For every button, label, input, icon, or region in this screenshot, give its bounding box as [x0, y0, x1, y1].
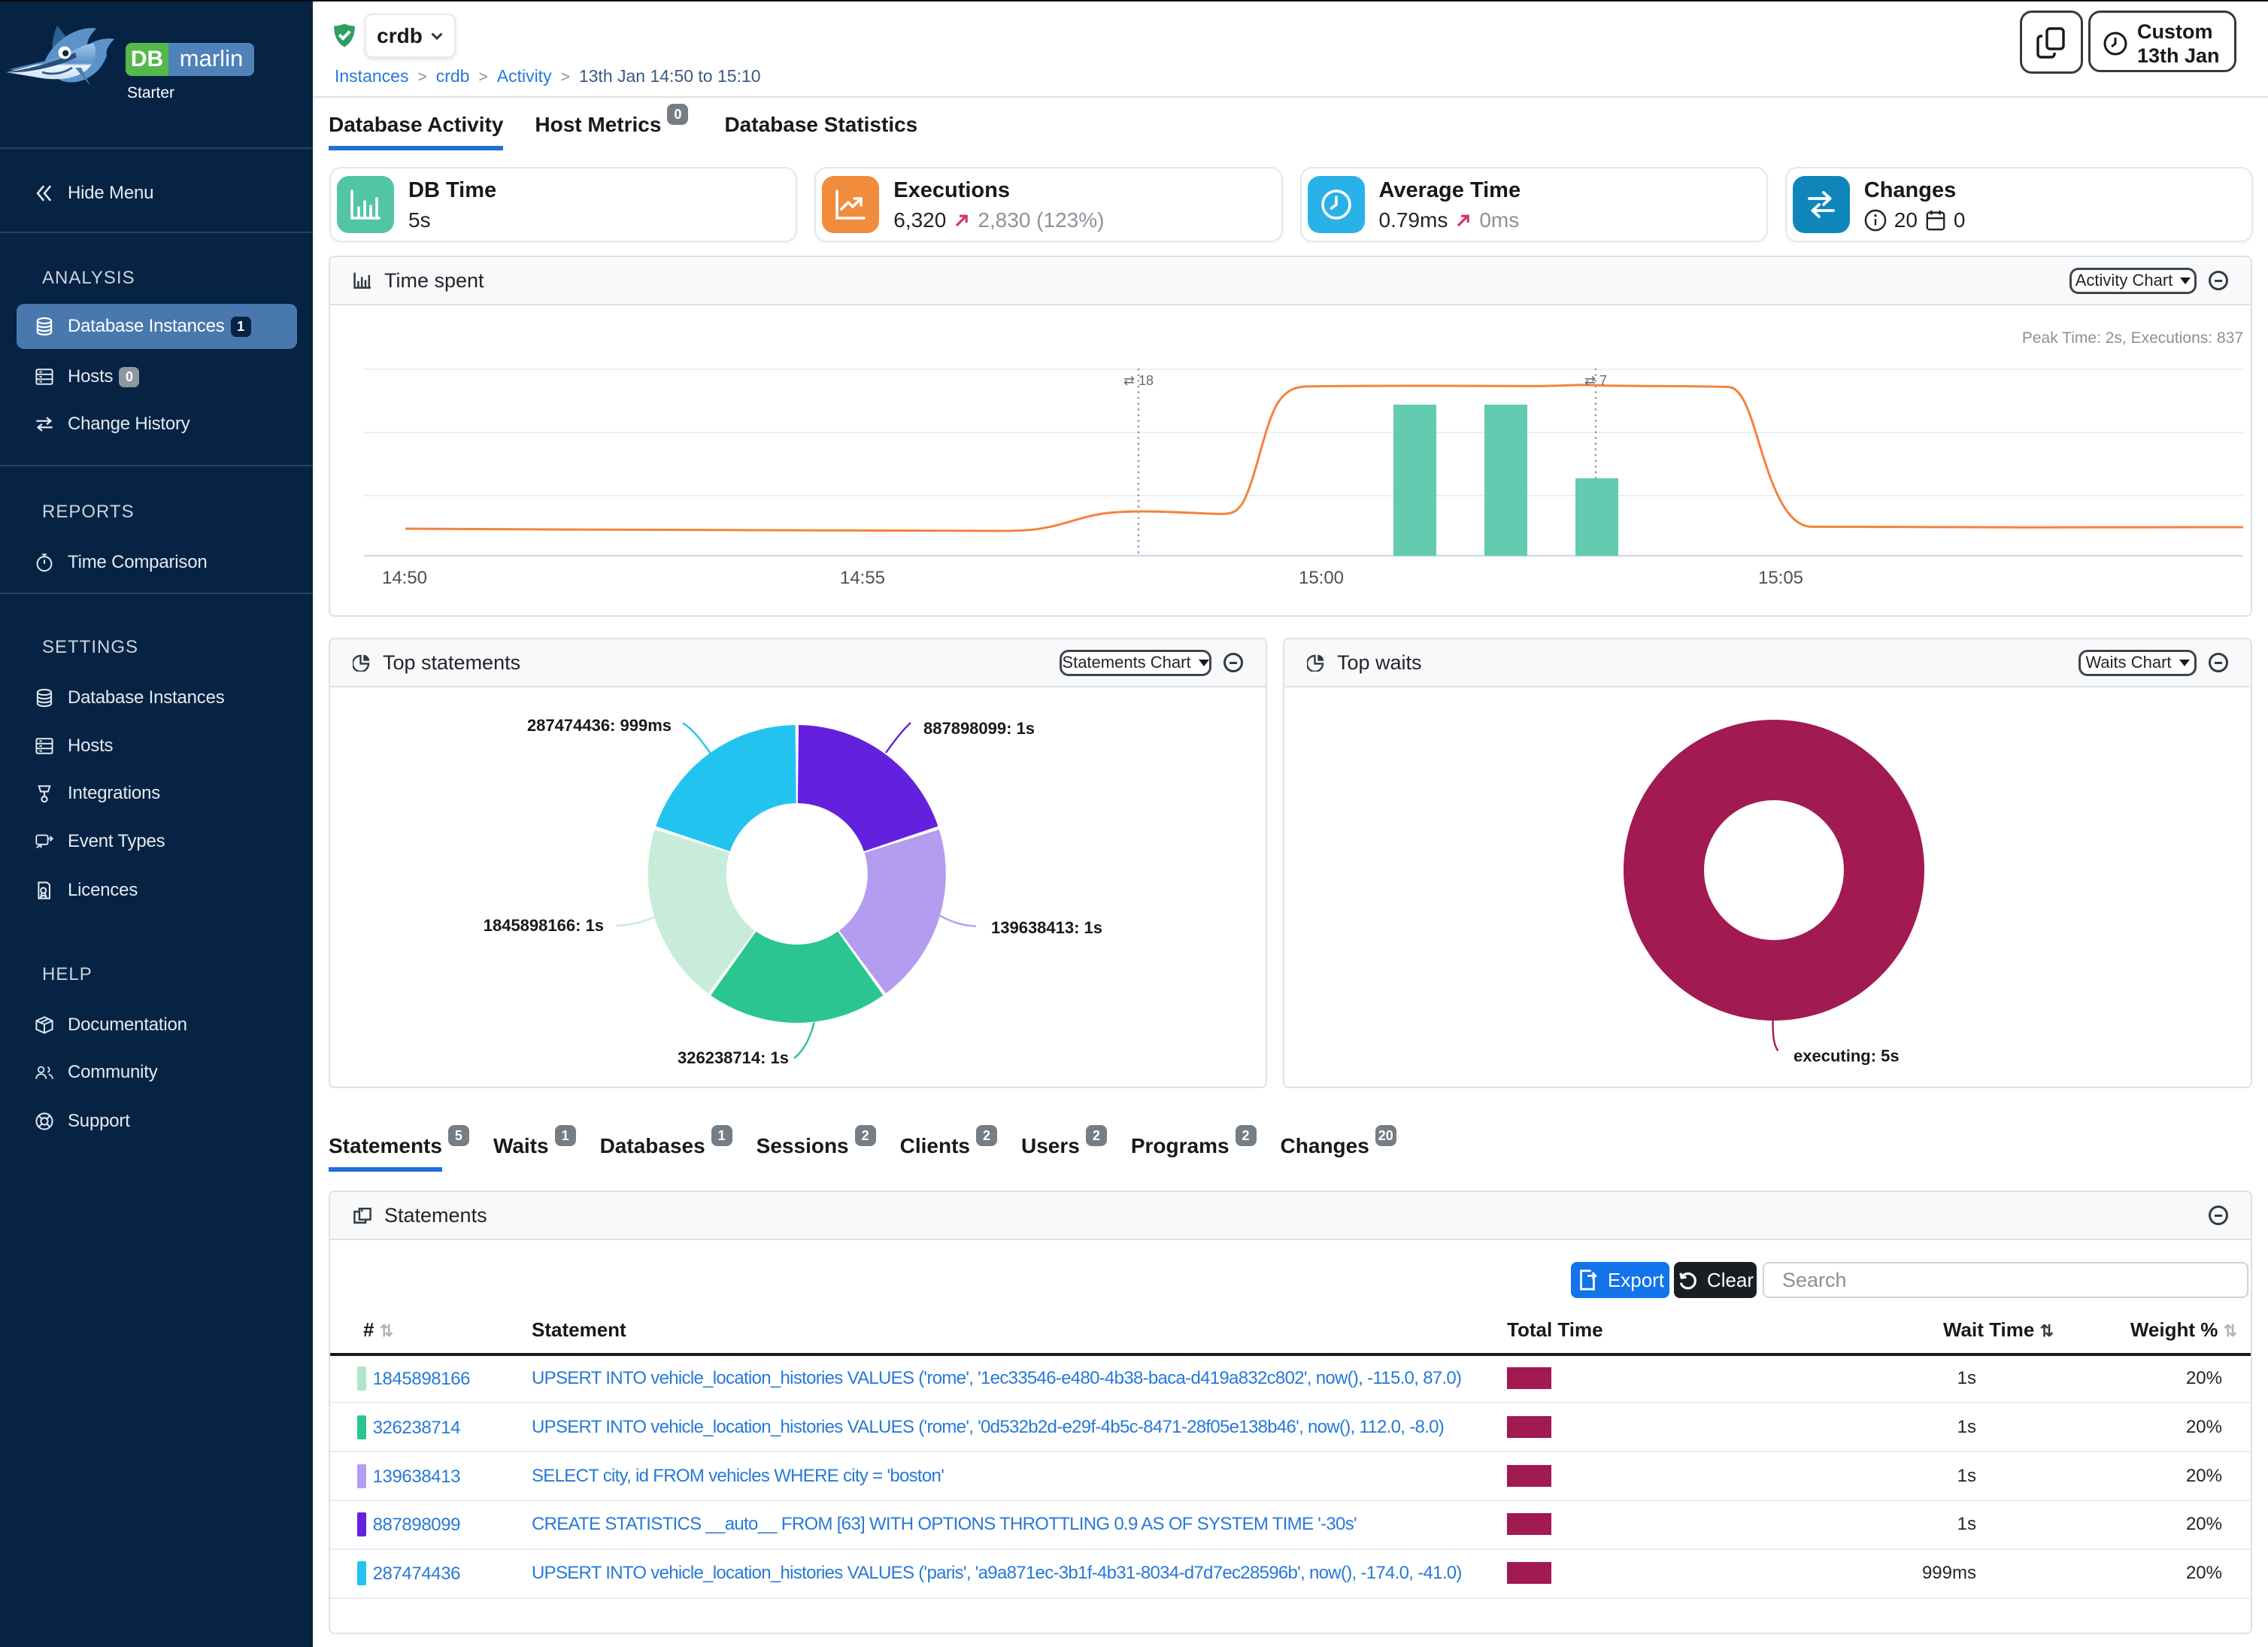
svg-text:287474436: 999ms: 287474436: 999ms	[527, 716, 672, 735]
svg-text:887898099: 1s: 887898099: 1s	[923, 719, 1035, 738]
svg-text:15:00: 15:00	[1299, 568, 1344, 588]
svg-text:326238714: 1s: 326238714: 1s	[678, 1048, 789, 1067]
svg-text:⇄ 7: ⇄ 7	[1584, 373, 1607, 388]
svg-text:139638413: 1s: 139638413: 1s	[991, 918, 1102, 937]
svg-text:⇄ 18: ⇄ 18	[1123, 373, 1154, 388]
svg-text:1845898166: 1s: 1845898166: 1s	[484, 916, 604, 935]
svg-text:15:05: 15:05	[1758, 568, 1803, 588]
svg-text:Peak Time: 2s, Executions: 837: Peak Time: 2s, Executions: 837	[2022, 329, 2243, 347]
svg-text:14:55: 14:55	[840, 568, 885, 588]
svg-text:14:50: 14:50	[382, 568, 427, 588]
svg-text:executing: 5s: executing: 5s	[1793, 1047, 1900, 1066]
